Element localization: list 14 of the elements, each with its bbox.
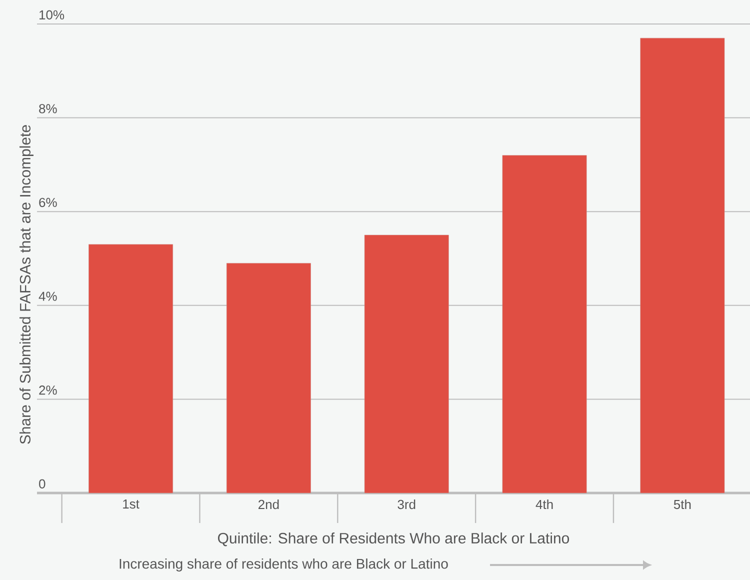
x-tick-label: 4th	[536, 500, 553, 510]
y-tick-label: 2%	[39, 386, 57, 395]
x-tick-label: 1st	[123, 500, 140, 509]
y-tick-label: 6%	[39, 198, 57, 208]
x-tick-label: 2nd	[258, 500, 279, 510]
text: Increasing share of residents who are Black or Latino	[120, 558, 448, 572]
y-tick-label: 8%	[39, 104, 57, 114]
x-tick-label: 3rd	[398, 500, 416, 510]
x-tick-label: 5th	[674, 500, 691, 510]
y-tick-label: 4%	[38, 292, 57, 301]
y-tick-label: 10%	[40, 10, 64, 20]
y-axis-title: Share of Submitted FAFSAs that are Incomplete	[19, 125, 34, 444]
x-axis-title: Quintile: Share of Residents Who are Black or Latino	[218, 532, 570, 546]
y-tick-label: 0	[39, 479, 46, 488]
